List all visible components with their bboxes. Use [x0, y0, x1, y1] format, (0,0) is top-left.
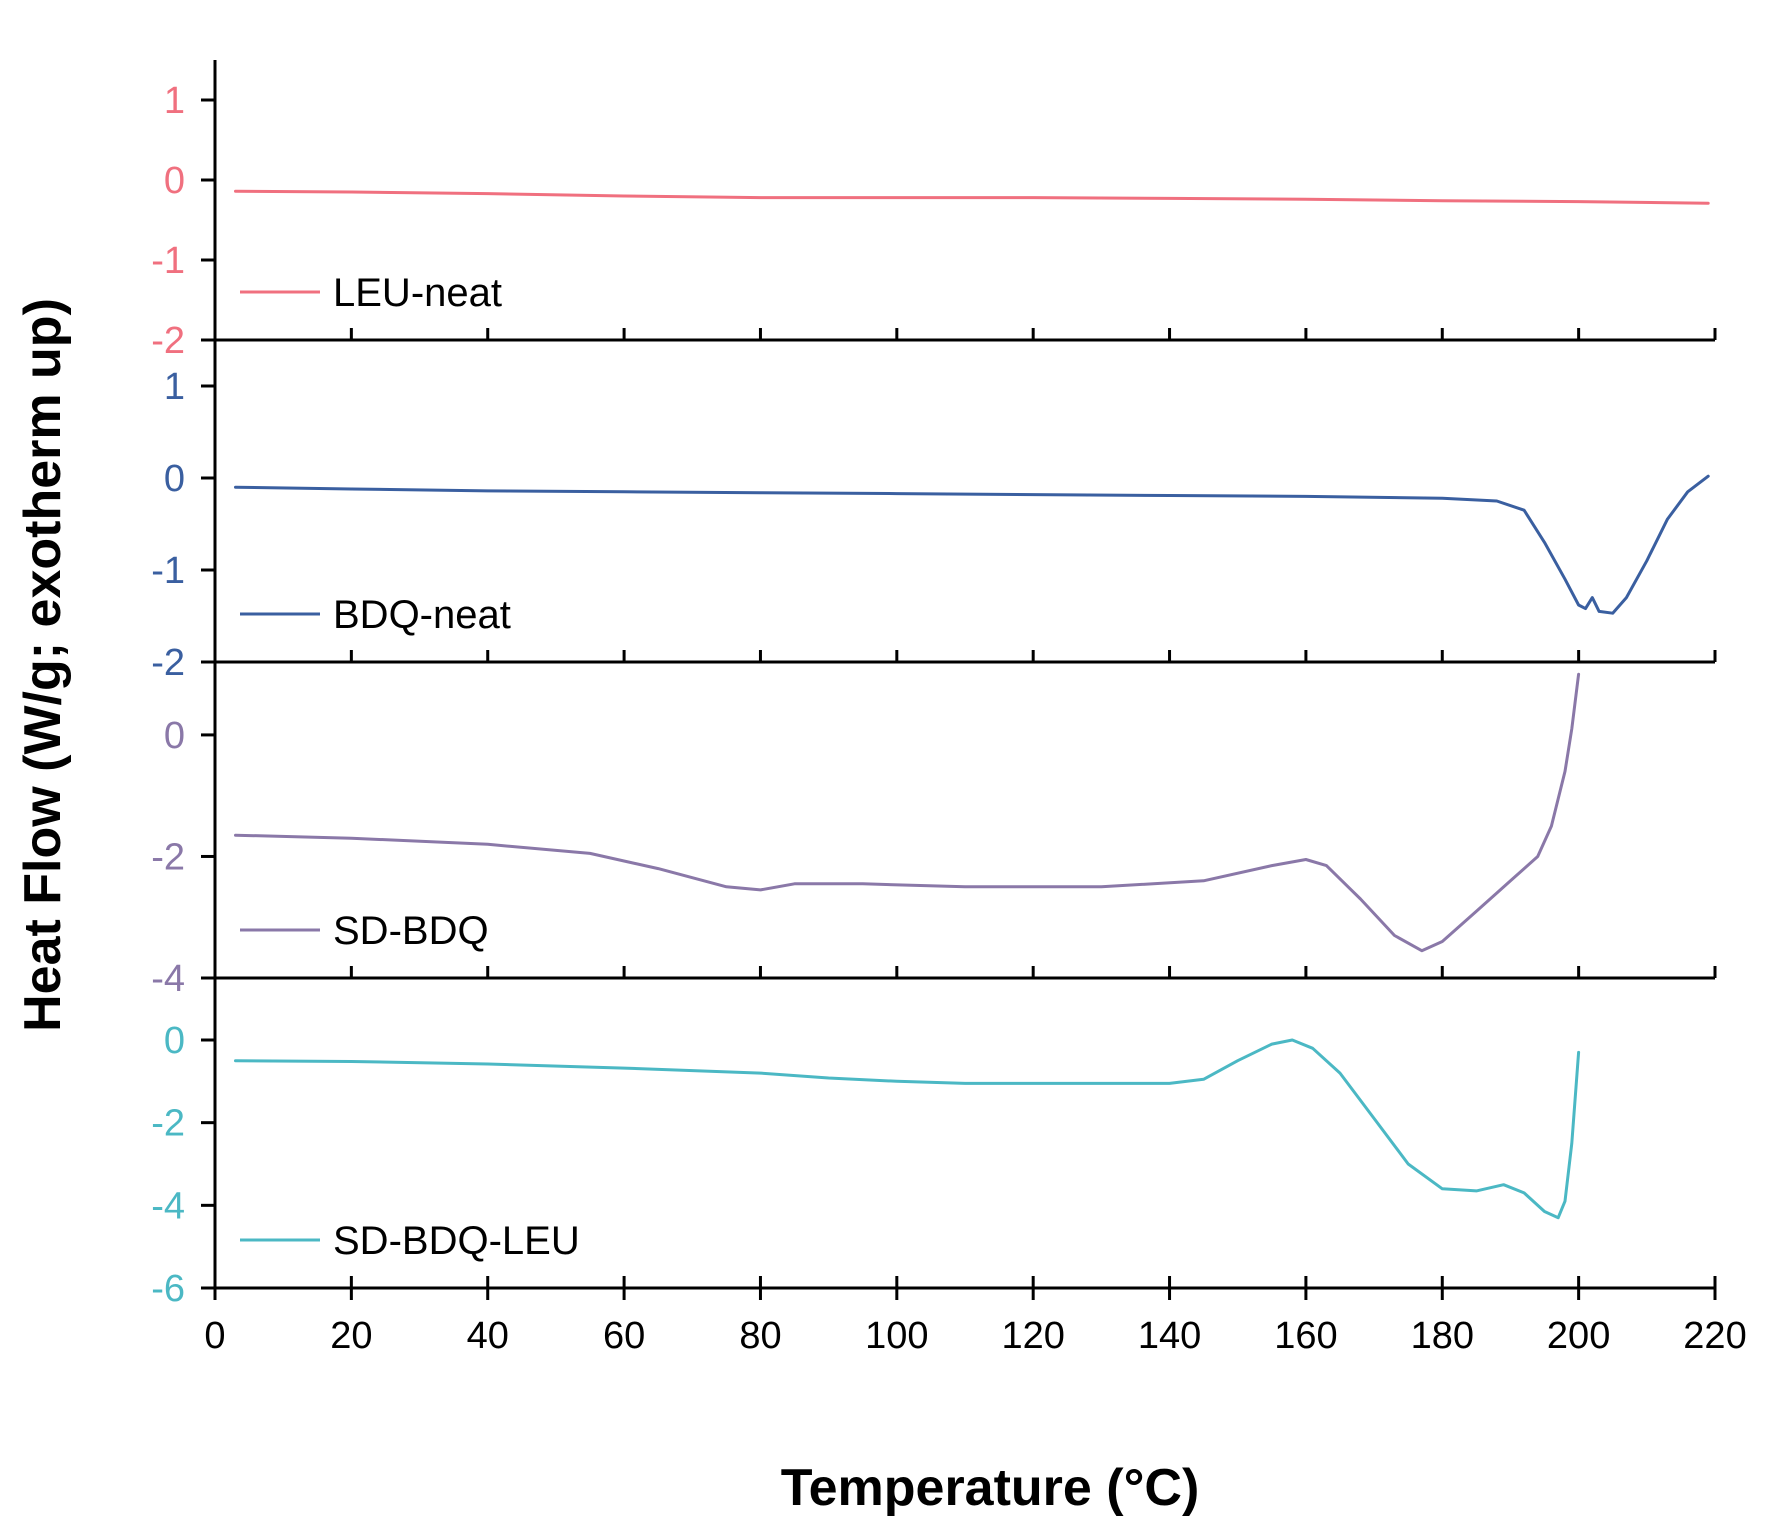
- x-tick-label: 180: [1411, 1315, 1474, 1357]
- x-tick-label: 140: [1138, 1315, 1201, 1357]
- panel-1-y-tick-label: 0: [164, 160, 185, 202]
- series-line-bdq-neat: [234, 474, 1710, 615]
- legend-label-leu-neat: LEU-neat: [333, 271, 502, 315]
- series-line-sd-bdq-leu: [234, 1038, 1581, 1220]
- legend-label-sd-bdq-leu: SD-BDQ-LEU: [333, 1219, 580, 1263]
- series-line-sd-bdq: [234, 672, 1581, 953]
- x-tick-label: 0: [204, 1315, 225, 1357]
- panel-4-y-tick-label: -2: [151, 1103, 185, 1145]
- panel-2-y-tick-label: -1: [151, 550, 185, 592]
- x-tick-label: 40: [467, 1315, 509, 1357]
- panel-2-y-tick-label: 1: [164, 366, 185, 408]
- lines-layer: [234, 189, 1710, 1220]
- y-axis-title: Heat Flow (W/g; exotherm up): [14, 298, 72, 1032]
- x-tick-label: 220: [1683, 1315, 1746, 1357]
- panel-1-y-tick-label: -1: [151, 240, 185, 282]
- x-tick-label: 120: [1001, 1315, 1064, 1357]
- legend-label-sd-bdq: SD-BDQ: [333, 909, 489, 953]
- x-tick-label: 200: [1547, 1315, 1610, 1357]
- legend-label-bdq-neat: BDQ-neat: [333, 593, 511, 637]
- panel-2-y-tick-label: -2: [151, 642, 185, 684]
- panel-4-y-tick-label: 0: [164, 1020, 185, 1062]
- x-axis-title: Temperature (°C): [781, 1459, 1200, 1517]
- axes-layer: [201, 60, 1717, 1300]
- x-tick-label: 160: [1274, 1315, 1337, 1357]
- panel-4-y-tick-label: -6: [151, 1268, 185, 1310]
- panel-3-y-tick-label: -2: [151, 836, 185, 878]
- panel-3-y-tick-label: -4: [151, 958, 185, 1000]
- panel-4-y-tick-label: -4: [151, 1185, 185, 1227]
- x-tick-label: 20: [330, 1315, 372, 1357]
- series-line-leu-neat: [234, 189, 1710, 205]
- panel-2-y-tick-label: 0: [164, 458, 185, 500]
- panel-1-y-tick-label: -2: [151, 320, 185, 362]
- panel-3-y-tick-label: 0: [164, 715, 185, 757]
- x-tick-label: 80: [739, 1315, 781, 1357]
- x-tick-label: 60: [603, 1315, 645, 1357]
- labels-layer: -2-101LEU-neat-2-101BDQ-neat-4-20SD-BDQ-…: [151, 80, 1747, 1357]
- panel-1-y-tick-label: 1: [164, 80, 185, 122]
- x-tick-label: 100: [865, 1315, 928, 1357]
